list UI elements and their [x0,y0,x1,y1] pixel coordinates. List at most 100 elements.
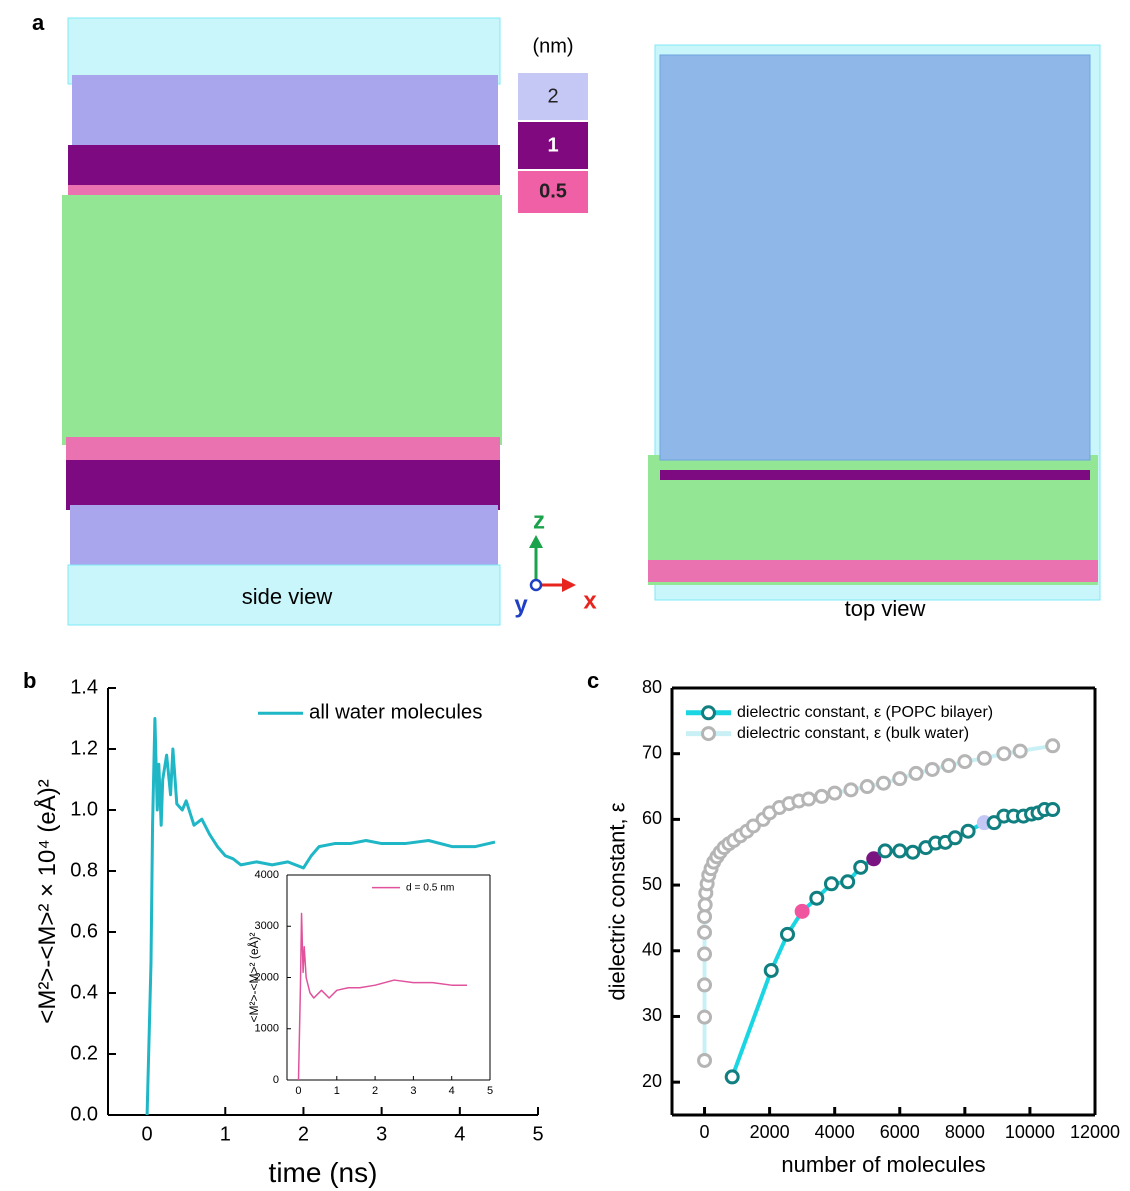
data-point [763,962,779,978]
x-axis-label: time (ns) [269,1157,378,1188]
lipid-tails [62,195,502,445]
y-tick-label: 50 [642,874,662,894]
axis-name: x [583,587,597,614]
data-line [297,912,468,1081]
y-tick-label: 0.2 [70,1042,98,1064]
y-tick-label: 2000 [255,971,279,983]
x-tick-label: 4 [454,1123,465,1145]
x-tick-label: 8000 [945,1122,985,1142]
data-point [745,818,761,834]
axis-arrow [529,535,543,548]
data-point [794,903,810,919]
x-tick-label: 12000 [1070,1122,1120,1142]
axis-origin [529,578,543,592]
x-tick-label: 0 [700,1122,710,1142]
data-point [957,754,973,770]
data-point [960,823,976,839]
x-tick-label: 5 [532,1123,543,1145]
y-tick-label: 1.4 [70,676,98,698]
data-point [976,750,992,766]
data-point [876,775,891,791]
legend-marker [701,726,716,742]
y-tick-label: 4000 [255,869,279,881]
panel-label: c [587,668,599,693]
data-point [697,946,713,962]
data-point [823,876,839,892]
panel-label: b [23,668,36,693]
headgroup-layer [72,75,498,150]
water-layer [67,17,501,85]
view-caption: side view [242,584,333,609]
data-point [866,851,882,867]
x-tick-label: 3 [410,1085,416,1097]
y-tick-label: 0.0 [70,1103,98,1125]
data-point [814,788,830,804]
legend-label: dielectric constant, ε (POPC bilayer) [737,704,993,721]
data-point [697,924,713,940]
legend-swatch [518,73,588,120]
y-tick-label: 0 [273,1074,279,1086]
y-axis-label: dielectric constant, ε [604,802,629,1000]
data-point [697,1009,713,1025]
x-tick-label: 4000 [815,1122,855,1142]
top-view-render [648,44,1101,601]
data-point [1012,743,1028,759]
headgroup-layer [70,505,498,573]
y-tick-label: 80 [642,677,662,697]
data-point [908,765,924,781]
y-axis-label: <M²>-<M>² (eÅ)² [246,932,261,1022]
x-tick-label: 2 [298,1123,309,1145]
x-tick-label: 2 [372,1085,378,1097]
x-tick-label: 1 [220,1123,231,1145]
y-tick-label: 1.0 [70,798,98,820]
side-view-render [62,17,502,626]
data-point [843,782,859,798]
data-point [853,859,869,875]
data-point [986,815,1002,831]
data-point [780,926,796,942]
panel-label: a [32,10,45,35]
x-tick-label: 0 [142,1123,153,1145]
data-point [892,843,908,859]
y-tick-label: 20 [642,1071,662,1091]
y-tick-label: 30 [642,1005,662,1025]
y-tick-label: 60 [642,808,662,828]
water-top [659,54,1091,461]
x-tick-label: 1 [334,1085,340,1097]
x-axis-label: number of molecules [781,1152,985,1177]
y-tick-label: 40 [642,940,662,960]
data-point [827,785,843,801]
x-tick-label: 6000 [880,1122,920,1142]
y-tick-label: 70 [642,742,662,762]
legend-label: all water molecules [309,702,482,724]
legend-swatch [518,171,588,213]
data-point [801,791,817,807]
data-point [996,746,1012,762]
axis-name: y [514,591,528,618]
y-tick-label: 0.8 [70,859,98,881]
legend-marker [701,705,716,721]
x-tick-label: 10000 [1005,1122,1055,1142]
data-point [697,897,713,913]
data-point [941,758,957,774]
x-tick-label: 5 [487,1085,493,1097]
y-tick-label: 0.4 [70,981,98,1003]
view-caption: top view [845,596,926,621]
data-point [840,874,856,890]
headgroup-layer [660,470,1090,480]
legend-swatch [518,122,588,169]
data-point [892,771,908,787]
headgroup-layer [648,560,1098,582]
data-point [697,1052,713,1068]
x-tick-label: 3 [376,1123,387,1145]
legend-unit: (nm) [532,35,573,57]
headgroup-layer [66,460,500,510]
data-point [859,779,875,795]
data-point [809,890,825,906]
axis-arrow [562,578,576,592]
data-point [1045,738,1061,754]
x-tick-label: 2000 [750,1122,790,1142]
data-point [947,830,963,846]
x-tick-label: 0 [295,1085,301,1097]
